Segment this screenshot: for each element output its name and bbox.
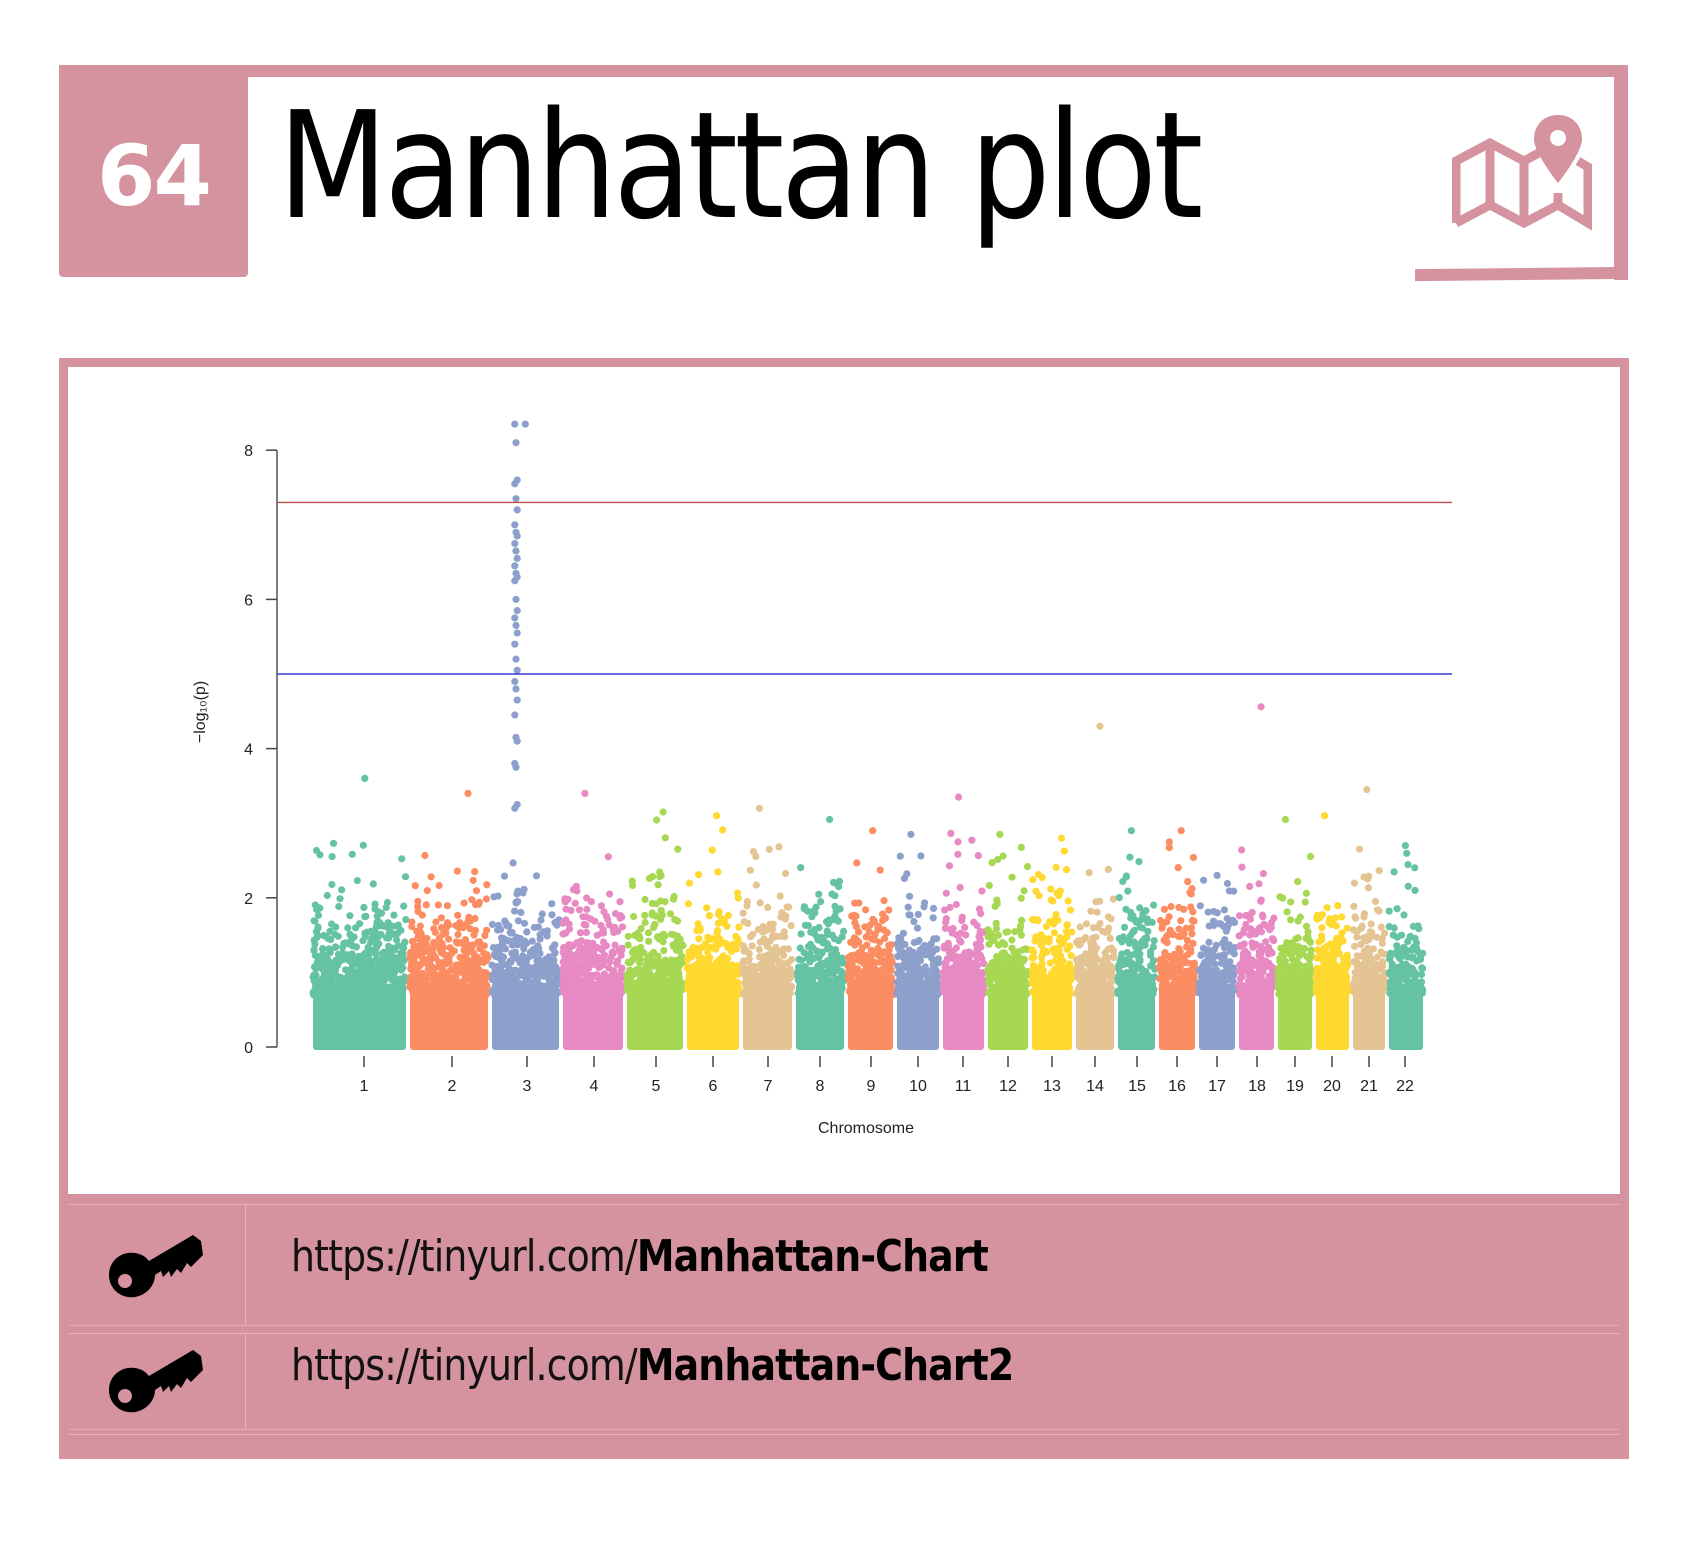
link-icon-cell [69, 1334, 246, 1429]
header-frame-bottom [1415, 266, 1628, 282]
link-slug: Manhattan-Chart2 [636, 1340, 1014, 1391]
link-url[interactable]: https://tinyurl.com/Manhattan-Chart [291, 1231, 989, 1282]
header-frame-right [1614, 65, 1628, 280]
link-prefix: https://tinyurl.com/ [291, 1340, 638, 1391]
page-title: Manhattan plot [278, 80, 1203, 252]
map-pin-icon [1452, 115, 1592, 231]
chart-frame [59, 358, 1629, 1202]
link-row[interactable]: https://tinyurl.com/Manhattan-Chart2 [69, 1333, 1619, 1430]
chapter-number: 64 [97, 127, 212, 225]
link-prefix: https://tinyurl.com/ [291, 1231, 638, 1282]
link-slug: Manhattan-Chart [636, 1231, 989, 1282]
key-icon [109, 1350, 203, 1413]
divider [69, 1434, 1619, 1435]
link-row[interactable]: https://tinyurl.com/Manhattan-Chart [69, 1204, 1619, 1326]
link-url[interactable]: https://tinyurl.com/Manhattan-Chart2 [291, 1340, 1014, 1391]
links-panel: https://tinyurl.com/Manhattan-Chart http… [59, 1194, 1629, 1459]
link-icon-cell [69, 1205, 246, 1325]
key-icon [109, 1235, 203, 1298]
chapter-number-badge: 64 [59, 65, 248, 277]
